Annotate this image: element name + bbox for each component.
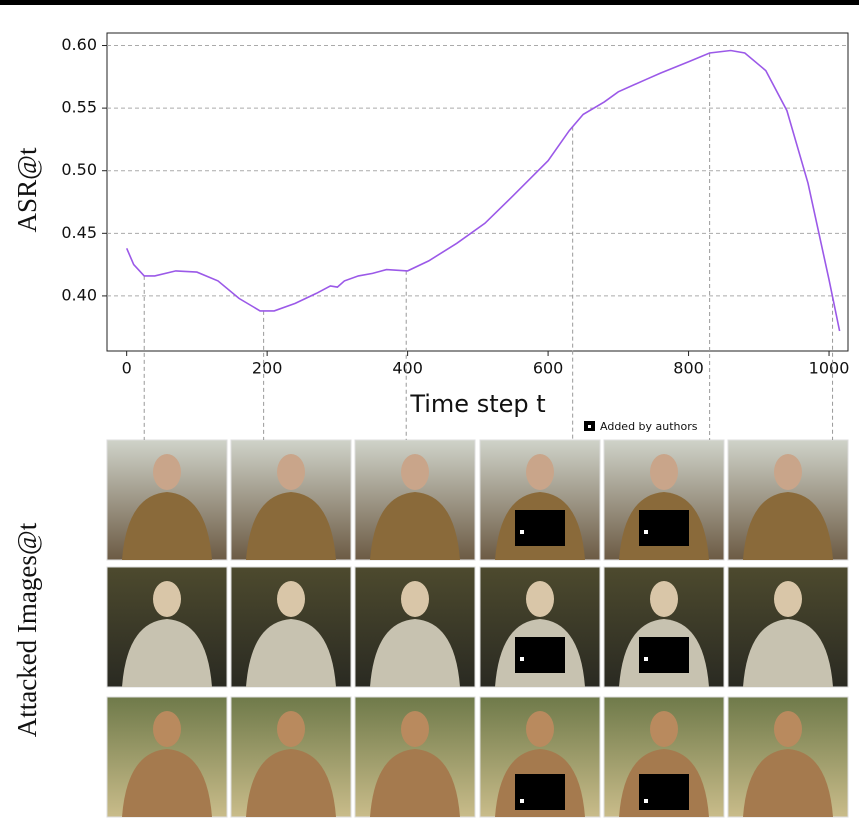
figure-head xyxy=(277,711,305,747)
top-bar xyxy=(0,0,859,5)
censor-box xyxy=(639,637,689,673)
figure-head xyxy=(774,581,802,617)
y-tick-label: 0.45 xyxy=(61,223,97,242)
censor-box xyxy=(515,637,565,673)
censor-dot xyxy=(520,530,524,534)
x-tick-label: 400 xyxy=(392,359,423,378)
censor-dot xyxy=(644,530,648,534)
figure: ASR@t Time step t Attacked Images@t Adde… xyxy=(0,0,859,837)
figure-head xyxy=(401,581,429,617)
image-grid xyxy=(107,440,848,817)
figure-head xyxy=(650,581,678,617)
censor-box xyxy=(515,510,565,546)
censor-dot xyxy=(644,799,648,803)
x-tick-label: 200 xyxy=(252,359,283,378)
x-tick-label: 1000 xyxy=(809,359,850,378)
note-dot xyxy=(588,425,591,428)
y-tick-label: 0.50 xyxy=(61,160,97,179)
figure-head xyxy=(526,711,554,747)
figure-head xyxy=(650,711,678,747)
figure-head xyxy=(277,581,305,617)
line xyxy=(127,51,840,332)
censor-dot xyxy=(520,799,524,803)
x-tick-label: 0 xyxy=(122,359,132,378)
figure-head xyxy=(526,454,554,490)
plot-frame xyxy=(107,33,848,351)
figure-head xyxy=(153,454,181,490)
x-tick-label: 800 xyxy=(673,359,704,378)
figure-head xyxy=(650,454,678,490)
x-tick-label: 600 xyxy=(533,359,564,378)
figure-head xyxy=(401,711,429,747)
figure-head xyxy=(526,581,554,617)
y-tick-label: 0.60 xyxy=(61,35,97,54)
figure-head xyxy=(153,581,181,617)
note: Added by authors xyxy=(600,420,698,433)
figure-head xyxy=(401,454,429,490)
censor-box xyxy=(639,510,689,546)
figure-head xyxy=(774,454,802,490)
figure-head xyxy=(277,454,305,490)
figure-head xyxy=(774,711,802,747)
images-label: Attacked Images@t xyxy=(12,522,42,737)
censor-box xyxy=(515,774,565,810)
censor-dot xyxy=(520,657,524,661)
figure-head xyxy=(153,711,181,747)
x-axis-label: Time step t xyxy=(409,390,545,418)
censor-dot xyxy=(644,657,648,661)
y-tick-label: 0.55 xyxy=(61,98,97,117)
y-axis-label: ASR@t xyxy=(12,147,42,232)
y-tick-label: 0.40 xyxy=(61,285,97,304)
censor-box xyxy=(639,774,689,810)
